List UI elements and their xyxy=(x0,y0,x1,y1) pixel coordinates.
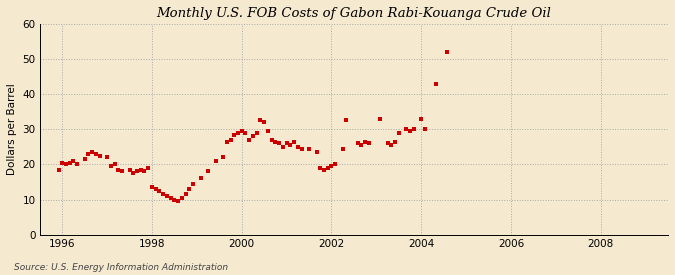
Point xyxy=(401,127,412,131)
Point xyxy=(259,120,269,125)
Point xyxy=(386,143,397,147)
Point xyxy=(165,196,176,200)
Point xyxy=(420,127,431,131)
Point xyxy=(277,145,288,149)
Point xyxy=(195,176,206,181)
Point xyxy=(154,189,165,193)
Point xyxy=(202,169,213,174)
Point xyxy=(330,162,341,167)
Point xyxy=(188,182,198,186)
Point xyxy=(225,138,236,142)
Point xyxy=(151,187,161,191)
Point xyxy=(408,127,419,131)
Point xyxy=(233,131,244,135)
Point xyxy=(132,169,142,174)
Point xyxy=(79,157,90,161)
Point xyxy=(251,131,262,135)
Point xyxy=(117,169,128,174)
Point xyxy=(416,117,427,121)
Point xyxy=(341,118,352,123)
Point xyxy=(95,153,105,158)
Point xyxy=(229,132,240,137)
Point xyxy=(236,129,247,133)
Point xyxy=(326,164,337,168)
Point xyxy=(389,139,400,144)
Point xyxy=(255,118,266,123)
Point xyxy=(177,196,188,200)
Point xyxy=(375,117,385,121)
Point xyxy=(311,150,322,154)
Point xyxy=(394,131,404,135)
Point xyxy=(113,167,124,172)
Point xyxy=(72,162,82,167)
Point xyxy=(363,141,374,145)
Title: Monthly U.S. FOB Costs of Gabon Rabi-Kouanga Crude Oil: Monthly U.S. FOB Costs of Gabon Rabi-Kou… xyxy=(157,7,551,20)
Point xyxy=(323,166,333,170)
Point xyxy=(352,141,363,145)
Point xyxy=(296,146,307,151)
Point xyxy=(210,159,221,163)
Point xyxy=(136,167,146,172)
Point xyxy=(263,129,273,133)
Point xyxy=(83,152,94,156)
Point xyxy=(68,159,79,163)
Point xyxy=(102,155,113,160)
Point xyxy=(285,143,296,147)
Point xyxy=(90,152,101,156)
Point xyxy=(319,167,329,172)
Point xyxy=(184,187,195,191)
Point xyxy=(442,50,453,54)
Point xyxy=(124,167,135,172)
Point xyxy=(431,81,441,86)
Point xyxy=(274,141,285,145)
Point xyxy=(404,129,415,133)
Point xyxy=(139,169,150,174)
Point xyxy=(315,166,325,170)
Point xyxy=(289,139,300,144)
Point xyxy=(248,134,259,139)
Y-axis label: Dollars per Barrel: Dollars per Barrel xyxy=(7,83,17,175)
Point xyxy=(304,146,315,151)
Point xyxy=(356,143,367,147)
Point xyxy=(64,160,75,165)
Point xyxy=(382,141,393,145)
Text: Source: U.S. Energy Information Administration: Source: U.S. Energy Information Administ… xyxy=(14,263,227,272)
Point xyxy=(109,162,120,167)
Point xyxy=(53,167,64,172)
Point xyxy=(292,145,303,149)
Point xyxy=(146,185,157,189)
Point xyxy=(169,197,180,202)
Point xyxy=(128,171,138,175)
Point xyxy=(61,162,72,167)
Point xyxy=(281,141,292,145)
Point xyxy=(143,166,154,170)
Point xyxy=(221,139,232,144)
Point xyxy=(57,160,68,165)
Point xyxy=(266,138,277,142)
Point xyxy=(338,146,348,151)
Point xyxy=(173,199,184,204)
Point xyxy=(105,164,116,168)
Point xyxy=(217,155,228,160)
Point xyxy=(87,150,98,154)
Point xyxy=(158,192,169,196)
Point xyxy=(244,138,254,142)
Point xyxy=(240,131,251,135)
Point xyxy=(360,139,371,144)
Point xyxy=(180,192,191,196)
Point xyxy=(270,139,281,144)
Point xyxy=(161,194,172,198)
